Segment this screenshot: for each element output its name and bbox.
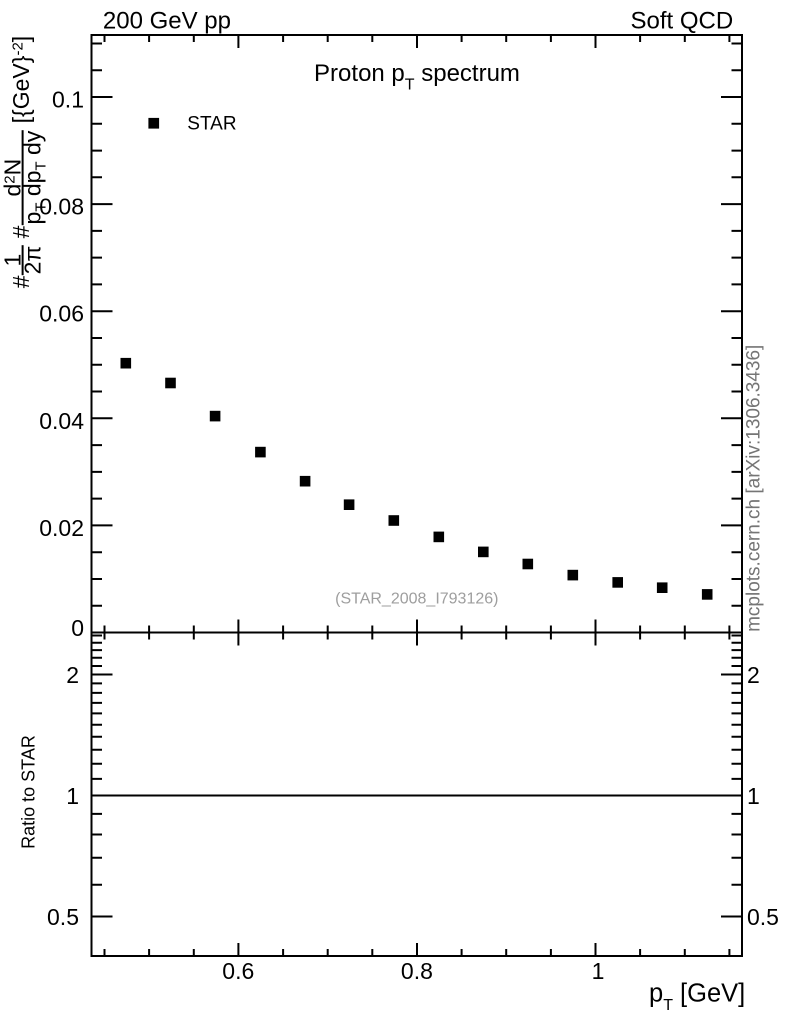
svg-text:0.6: 0.6 — [222, 958, 254, 984]
svg-text:0.8: 0.8 — [401, 958, 433, 984]
svg-text:1: 1 — [747, 783, 760, 809]
svg-text:200 GeV pp: 200 GeV pp — [103, 8, 231, 35]
svg-text:STAR: STAR — [187, 114, 236, 135]
svg-text:pT [GeV]: pT [GeV] — [649, 980, 745, 1014]
svg-text:0.06: 0.06 — [39, 301, 84, 327]
svg-text:Soft QCD: Soft QCD — [630, 8, 733, 35]
svg-text:2: 2 — [66, 662, 79, 688]
svg-text:mcplots.cern.ch [arXiv:1306.34: mcplots.cern.ch [arXiv:1306.3436] — [744, 345, 765, 632]
svg-text:2: 2 — [747, 662, 760, 688]
svg-text:0.5: 0.5 — [47, 904, 79, 930]
svg-text:1: 1 — [66, 783, 79, 809]
svg-text:0.02: 0.02 — [39, 515, 84, 541]
svg-text:1: 1 — [592, 958, 605, 984]
svg-text:Proton pT spectrum: Proton pT spectrum — [314, 60, 520, 94]
svg-text:0.08: 0.08 — [39, 194, 84, 220]
svg-text:Ratio to STAR: Ratio to STAR — [19, 735, 39, 849]
svg-text:0.04: 0.04 — [39, 408, 84, 434]
svg-text:0: 0 — [71, 615, 84, 641]
svg-text:0.5: 0.5 — [747, 904, 779, 930]
svg-text:0.1: 0.1 — [52, 87, 84, 113]
svg-text:(STAR_2008_I793126): (STAR_2008_I793126) — [335, 591, 498, 608]
